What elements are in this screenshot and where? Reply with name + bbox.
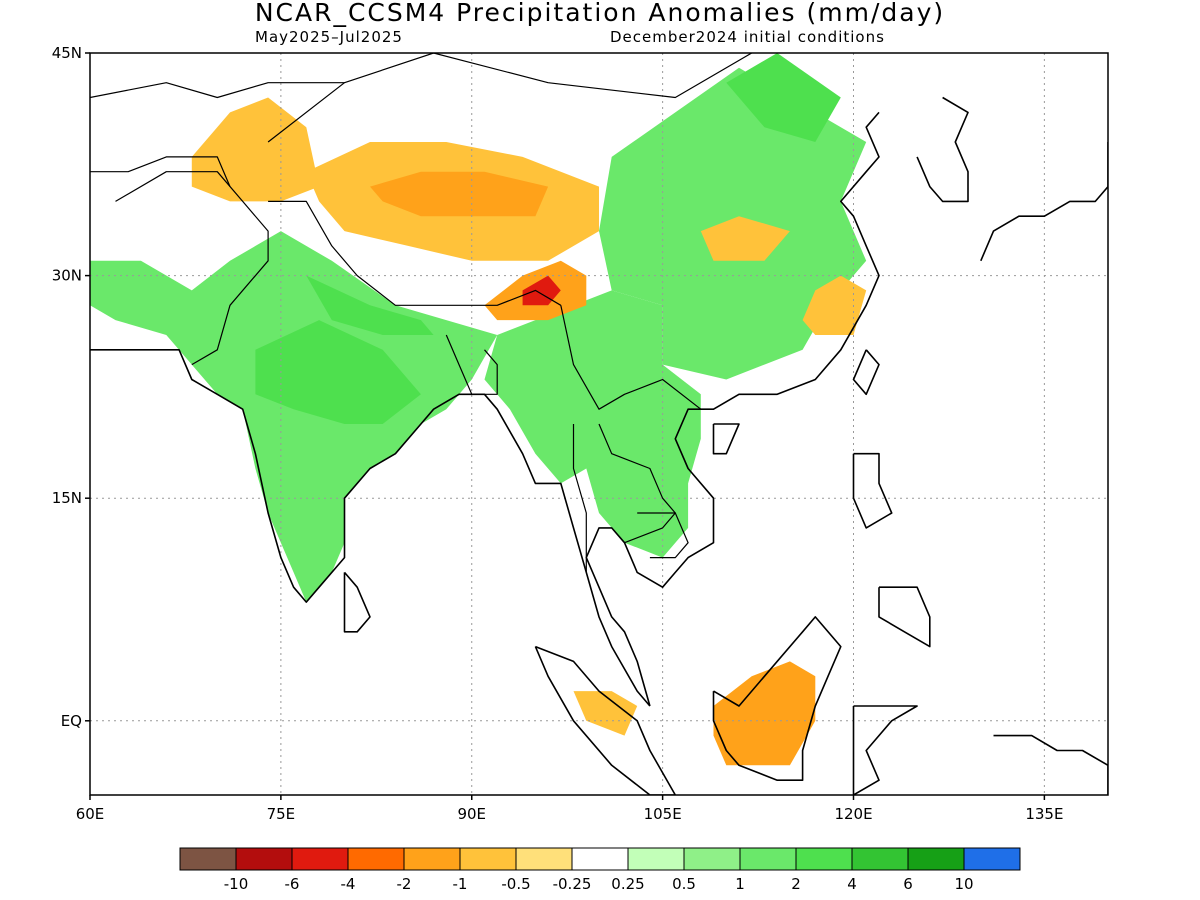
colorbar-label: 0.25 bbox=[611, 875, 644, 893]
colorbar-label: 4 bbox=[847, 875, 857, 893]
coastline-new-guinea bbox=[993, 734, 1108, 795]
lon-label: 135E bbox=[1025, 805, 1063, 823]
border-bangladesh bbox=[445, 334, 498, 395]
colorbar-swatch bbox=[963, 847, 1021, 871]
lat-label: EQ bbox=[61, 712, 82, 730]
border-himalaya bbox=[268, 200, 562, 306]
coastline-sumatra bbox=[534, 645, 677, 795]
coastline-java bbox=[675, 810, 777, 840]
lon-label: 120E bbox=[834, 805, 872, 823]
anomaly-region-tibet-orange-core bbox=[370, 171, 549, 217]
colorbar-label: -6 bbox=[285, 875, 300, 893]
border-laos-thailand bbox=[598, 423, 676, 544]
border-indochina-borders bbox=[560, 305, 702, 410]
anomaly-region-central-india bbox=[255, 320, 421, 424]
border-pakistan bbox=[115, 171, 269, 366]
coastline-sulawesi bbox=[852, 705, 918, 795]
coastline-hainan bbox=[712, 423, 740, 455]
colorbar-label: -2 bbox=[397, 875, 412, 893]
colorbar-swatch bbox=[291, 847, 349, 871]
colorbar-swatch bbox=[459, 847, 517, 871]
colorbar bbox=[179, 847, 1021, 871]
lon-label: 105E bbox=[644, 805, 682, 823]
border-afghanistan bbox=[90, 156, 231, 187]
map-title: NCAR_CCSM4 Precipitation Anomalies (mm/d… bbox=[254, 0, 946, 27]
longitude-labels: 60E 75E 90E 105E 120E 135E bbox=[76, 805, 1064, 823]
anomaly-region-china-orange-1 bbox=[700, 216, 790, 261]
coastline-mindanao bbox=[878, 586, 931, 648]
anomaly-region-china-orange-2 bbox=[802, 275, 867, 335]
anomaly-region-pamir-orange bbox=[191, 97, 320, 202]
colorbar-label: -0.25 bbox=[553, 875, 592, 893]
colorbar-label: -0.5 bbox=[501, 875, 530, 893]
coastline-luzon bbox=[852, 452, 893, 529]
lat-label: 30N bbox=[52, 267, 82, 285]
coastline-borneo bbox=[712, 616, 842, 782]
anomaly-region-sumatra-orange bbox=[573, 691, 638, 736]
lat-label: 15N bbox=[52, 489, 82, 507]
map-frame bbox=[89, 52, 1109, 796]
anomaly-region-borneo-orange bbox=[713, 661, 816, 766]
coastlines bbox=[90, 96, 1108, 840]
lon-label: 90E bbox=[457, 805, 486, 823]
colorbar-labels: -10 -6 -4 -2 -1 -0.5 -0.25 0.25 0.5 1 2 4 6 10 bbox=[224, 875, 974, 893]
lat-label: 45N bbox=[52, 44, 82, 62]
border-cambodia bbox=[637, 512, 689, 559]
colorbar-label: -4 bbox=[341, 875, 356, 893]
colorbar-label: 6 bbox=[903, 875, 913, 893]
colorbar-swatch bbox=[627, 847, 685, 871]
anomaly-region-north-china-green bbox=[726, 53, 841, 142]
anomaly-region-hotspot-inner bbox=[522, 275, 561, 306]
coastline-indian-subcontinent bbox=[90, 348, 651, 707]
colorbar-swatch bbox=[347, 847, 405, 871]
coastline-taiwan bbox=[852, 349, 880, 396]
colorbar-label: -1 bbox=[453, 875, 468, 893]
colorbar-swatch bbox=[515, 847, 573, 871]
colorbar-swatch bbox=[571, 847, 629, 871]
colorbar-label: 0.5 bbox=[672, 875, 696, 893]
anomaly-region-ganges bbox=[306, 275, 434, 335]
colorbar-swatch bbox=[739, 847, 797, 871]
coastline-malay-gulf bbox=[585, 111, 880, 707]
colorbar-label: 2 bbox=[791, 875, 801, 893]
colorbar-swatch bbox=[851, 847, 909, 871]
colorbar-swatch bbox=[683, 847, 741, 871]
border-central-asia bbox=[90, 82, 345, 99]
border-myanmar-thailand bbox=[572, 424, 587, 573]
country-borders bbox=[90, 53, 754, 573]
anomaly-region-indochina bbox=[484, 290, 701, 558]
colorbar-label: 1 bbox=[735, 875, 745, 893]
border-china-north bbox=[267, 53, 753, 143]
lon-label: 60E bbox=[76, 805, 105, 823]
colorbar-label: -10 bbox=[224, 875, 249, 893]
colorbar-label: 10 bbox=[954, 875, 973, 893]
latitude-labels: 45N 30N 15N EQ bbox=[52, 44, 82, 730]
colorbar-swatch bbox=[795, 847, 853, 871]
forecast-period: May2025–Jul2025 bbox=[255, 28, 403, 46]
anomaly-shading bbox=[90, 53, 867, 766]
colorbar-swatch bbox=[403, 847, 461, 871]
colorbar-swatch bbox=[179, 847, 237, 871]
coastline-korea bbox=[916, 96, 969, 203]
coastline-japan bbox=[980, 142, 1108, 262]
colorbar-swatch bbox=[907, 847, 965, 871]
initial-conditions: December2024 initial conditions bbox=[610, 28, 885, 46]
coastline-sri-lanka bbox=[343, 571, 371, 633]
colorbar-swatch bbox=[235, 847, 293, 871]
border-mongolia bbox=[751, 53, 754, 54]
lon-label: 75E bbox=[267, 805, 296, 823]
